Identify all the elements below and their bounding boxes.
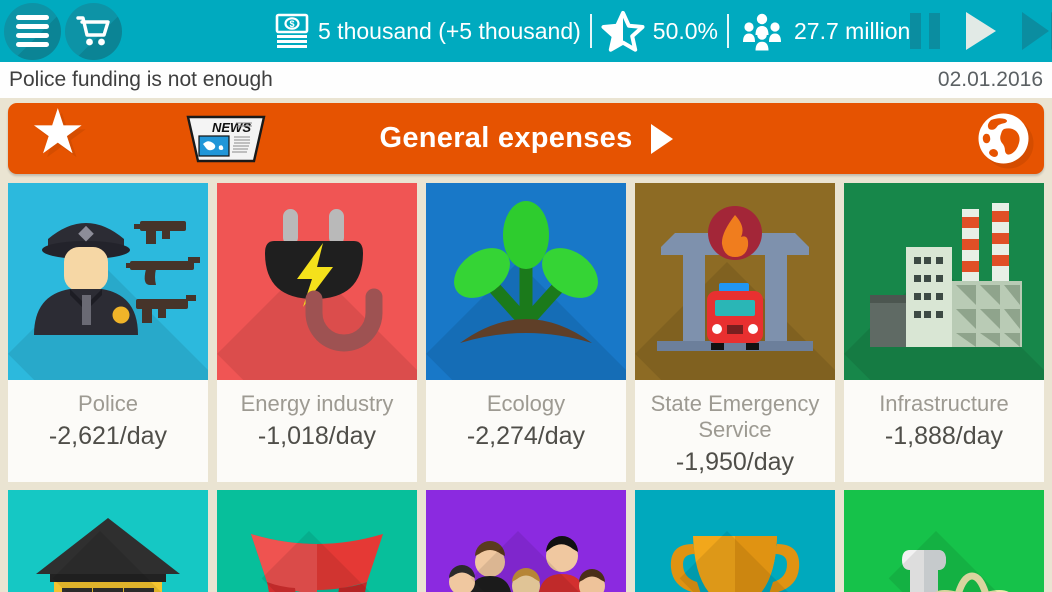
category-title: General expenses	[379, 122, 633, 154]
card-energy-industry[interactable]: Energy industry -1,018/day	[217, 183, 417, 482]
card-label: Energy industry	[240, 391, 394, 416]
money-icon: $	[275, 13, 309, 48]
card-value: -1,888/day	[884, 421, 1004, 450]
card-culture[interactable]	[217, 490, 417, 592]
factory-icon	[870, 203, 1022, 347]
population-indicator[interactable]: 27.7 million	[738, 11, 910, 51]
population-icon	[743, 13, 782, 51]
card-police[interactable]: Police -2,621/day	[8, 183, 208, 482]
card-label: Ecology	[486, 391, 566, 416]
trophy-icon	[670, 536, 800, 592]
next-category-arrow-icon[interactable]	[650, 123, 673, 154]
status-message[interactable]: Police funding is not enough	[9, 68, 273, 91]
card-ecology[interactable]: Ecology -2,274/day	[426, 183, 626, 482]
money-value: 5 thousand (+5 thousand)	[318, 17, 581, 44]
globe-button[interactable]	[977, 112, 1030, 165]
divider	[727, 14, 730, 48]
card-science[interactable]	[844, 490, 1044, 592]
hamburger-icon	[16, 15, 49, 47]
house-icon	[36, 518, 180, 592]
fire-station-icon	[657, 206, 813, 351]
play-button[interactable]	[966, 12, 997, 50]
news-button[interactable]: NEWS	[186, 115, 266, 165]
police-icon	[34, 221, 200, 335]
pause-button[interactable]	[910, 13, 941, 49]
card-value: -1,018/day	[257, 421, 377, 450]
population-value: 27.7 million	[794, 17, 911, 44]
expense-cards-row-2	[0, 490, 1052, 592]
fast-forward-button[interactable]	[1022, 12, 1052, 50]
status-bar: Police funding is not enough 02.01.2016	[0, 62, 1052, 98]
card-state-emergency-service[interactable]: State Emergency Service -1,950/day	[635, 183, 835, 482]
card-infrastructure[interactable]: Infrastructure -1,888/day	[844, 183, 1044, 482]
rating-star-icon	[601, 11, 645, 52]
divider	[589, 14, 592, 48]
plant-sprout-icon	[454, 201, 598, 343]
favorites-star-icon[interactable]: ★	[30, 98, 86, 167]
menu-button[interactable]	[4, 2, 61, 60]
speed-controls	[910, 12, 1052, 50]
rating-indicator[interactable]: 50.0%	[601, 10, 718, 52]
card-sport[interactable]	[635, 490, 835, 592]
science-flask-icon	[902, 550, 1015, 592]
svg-text:$: $	[289, 19, 294, 29]
card-label: State Emergency Service	[650, 391, 820, 442]
card-label: Infrastructure	[879, 391, 1009, 416]
expense-cards-row-1: Police -2,621/day Energy industry -1,018…	[0, 183, 1052, 482]
rating-value: 50.0%	[652, 17, 719, 44]
card-value: -1,950/day	[675, 447, 795, 476]
cart-icon	[75, 16, 110, 46]
curtain-icon	[251, 534, 383, 592]
game-date: 02.01.2016	[937, 68, 1043, 91]
card-housing[interactable]	[8, 490, 208, 592]
power-plug-icon	[265, 209, 383, 352]
card-label: Police	[78, 391, 138, 416]
card-demography[interactable]	[426, 490, 626, 592]
money-indicator[interactable]: $ 5 thousand (+5 thousand)	[274, 13, 581, 49]
banner-title-box: General expenses	[8, 122, 1044, 155]
card-value: -2,274/day	[466, 421, 586, 450]
card-value: -2,621/day	[48, 421, 168, 450]
banner-wrapper: ★ NEWS General expenses	[0, 98, 1052, 183]
top-bar: $ 5 thousand (+5 thousand) 50.0%	[0, 0, 1052, 62]
shop-button[interactable]	[65, 2, 122, 60]
crowd-icon	[449, 536, 605, 592]
news-label: NEWS	[212, 120, 251, 135]
category-banner[interactable]: ★ NEWS General expenses	[8, 98, 1044, 174]
